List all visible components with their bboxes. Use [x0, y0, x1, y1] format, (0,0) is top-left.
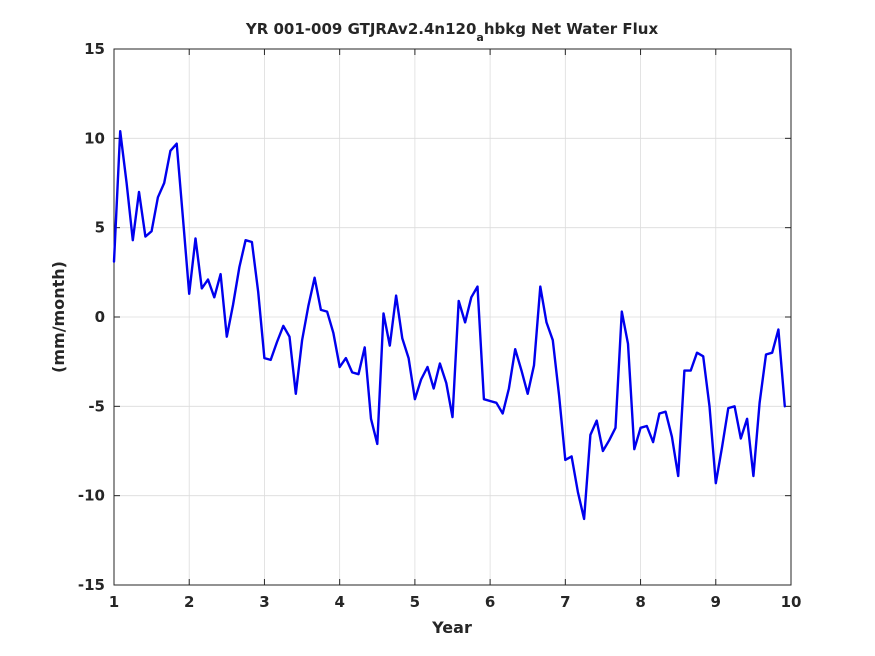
- series-line-net-water-flux: [112, 129, 786, 521]
- axis-ticks: 1 2 3 4 5 6 7 8 9 10 15 10 5 0 -5 -10 -15: [78, 40, 802, 611]
- chart-title: YR 001-009 GTJRAv2.4n120ahbkg Net Water …: [245, 20, 659, 44]
- y-tick-label: 5: [95, 219, 105, 237]
- y-tick-label: -10: [78, 487, 105, 505]
- x-tick-label: 5: [410, 593, 420, 611]
- x-tick-label: 3: [259, 593, 269, 611]
- chart-title-suffix: hbkg Net Water Flux: [484, 20, 659, 38]
- y-tick-label: 0: [95, 308, 105, 326]
- y-tick-label: -5: [88, 397, 105, 415]
- x-tick-label: 8: [635, 593, 645, 611]
- x-tick-label: 4: [334, 593, 344, 611]
- x-tick-label: 9: [711, 593, 721, 611]
- chart-title-subscript: a: [476, 31, 483, 44]
- y-tick-label: -15: [78, 576, 105, 594]
- y-axis-label: (mm/month): [49, 261, 68, 373]
- y-tick-label: 10: [84, 129, 105, 147]
- x-tick-label: 7: [560, 593, 570, 611]
- x-tick-label: 1: [109, 593, 119, 611]
- x-tick-label: 2: [184, 593, 194, 611]
- x-tick-label: 10: [781, 593, 802, 611]
- x-tick-label: 6: [485, 593, 495, 611]
- y-tick-label: 15: [84, 40, 105, 58]
- chart-title-main: YR 001-009 GTJRAv2.4n120: [245, 20, 477, 38]
- x-axis-label: Year: [431, 618, 472, 637]
